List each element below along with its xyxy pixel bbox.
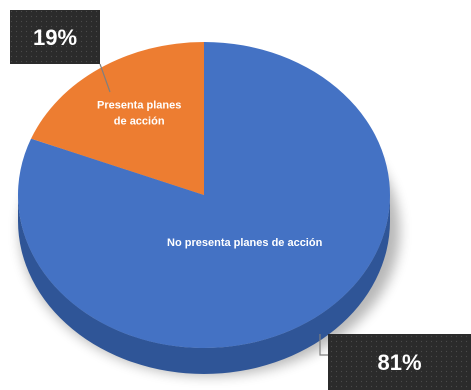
data-label-no-presenta-planes-de-accion: 81% — [377, 350, 421, 375]
pie-slice-presenta-planes-de-accion — [31, 42, 205, 195]
data-label-presenta-planes-de-accion: 19% — [33, 25, 77, 50]
callout-leader-no-presenta-planes-de-accion — [319, 334, 328, 356]
pie-side-no-presenta-planes-de-accion — [18, 195, 390, 374]
pie-slice-no-presenta-planes-de-accion — [17, 42, 390, 349]
slice-label-presenta-planes-de-accion: Presenta planes de acción — [97, 100, 181, 128]
slice-label-no-presenta-planes-de-accion: No presenta planes de acción — [167, 237, 323, 249]
callout-box-no-presenta-planes-de-accion — [328, 334, 471, 390]
callout-leader-presenta-planes-de-accion — [99, 63, 111, 93]
callout-box-presenta-planes-de-accion — [10, 10, 100, 64]
